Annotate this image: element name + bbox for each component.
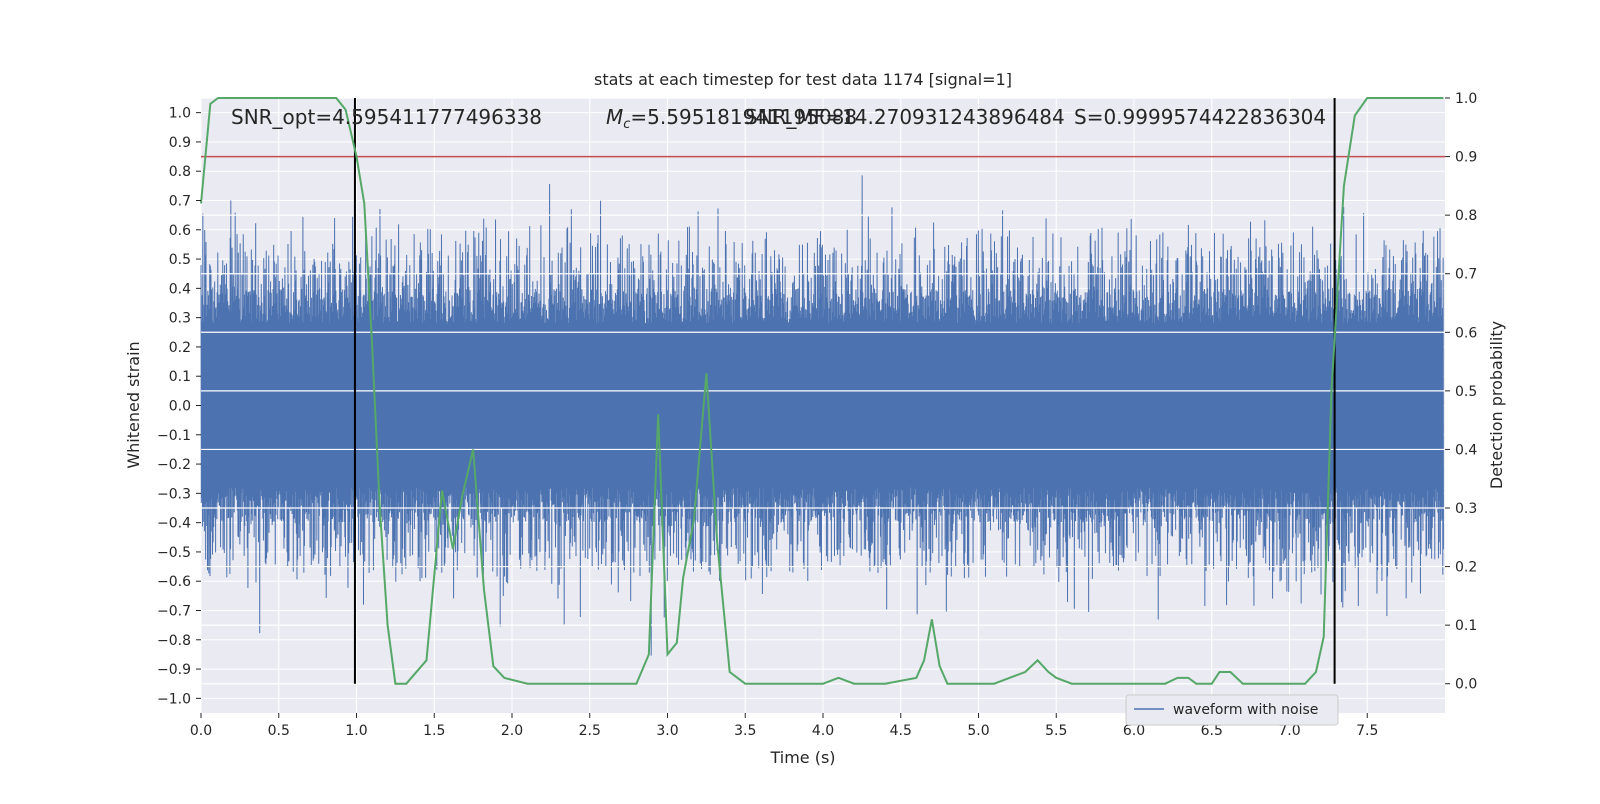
y-tick-label: 0.3 — [169, 311, 191, 327]
annotation-snr-opt: SNR_opt=4.595411777496338 — [231, 105, 542, 129]
y-tick-label: 0.8 — [169, 164, 191, 180]
y-tick-label: −0.4 — [157, 516, 191, 532]
y-tick-label: −1.0 — [157, 691, 191, 707]
y-tick-label: 0.6 — [169, 223, 191, 239]
y2-tick-label: 0.0 — [1455, 677, 1477, 693]
y-tick-label: 0.2 — [169, 340, 191, 356]
x-axis-label: Time (s) — [769, 748, 835, 767]
y2-tick-label: 0.5 — [1455, 384, 1477, 400]
y2-ticks: 1.0 0.9 0.8 0.7 0.6 0.5 0.4 0.3 0.2 0.1 0.0 — [1445, 91, 1477, 693]
y2-tick-label: 1.0 — [1455, 91, 1477, 107]
x-tick-label: 7.5 — [1356, 723, 1378, 739]
y2-tick-label: 0.8 — [1455, 208, 1477, 224]
annotation-snr-mf: SNR_MF=14.270931243896484 — [745, 105, 1065, 129]
y-tick-label: −0.2 — [157, 457, 191, 473]
y2-tick-label: 0.7 — [1455, 267, 1477, 283]
y2-axis-label: Detection probability — [1487, 321, 1506, 489]
x-tick-label: 4.5 — [890, 723, 912, 739]
y-tick-label: 0.1 — [169, 369, 191, 385]
x-tick-label: 1.5 — [423, 723, 445, 739]
x-tick-label: 4.0 — [812, 723, 834, 739]
y-tick-label: 0.0 — [169, 399, 191, 415]
y2-tick-label: 0.4 — [1455, 442, 1477, 458]
y-tick-label: −0.6 — [157, 574, 191, 590]
x-tick-label: 1.0 — [345, 723, 367, 739]
y-tick-label: −0.9 — [157, 662, 191, 678]
x-tick-label: 5.5 — [1045, 723, 1067, 739]
y-tick-label: 0.9 — [169, 135, 191, 151]
y2-tick-label: 0.6 — [1455, 325, 1477, 341]
y-tick-label: 0.5 — [169, 252, 191, 268]
chart-title: stats at each timestep for test data 117… — [594, 70, 1012, 89]
y-axis-label: Whitened strain — [124, 341, 143, 468]
y2-tick-label: 0.2 — [1455, 560, 1477, 576]
y-tick-label: 0.7 — [169, 194, 191, 210]
y-tick-label: 0.4 — [169, 281, 191, 297]
x-tick-label: 2.5 — [579, 723, 601, 739]
legend: waveform with noise — [1126, 695, 1338, 725]
x-tick-label: 0.0 — [190, 723, 212, 739]
y2-tick-label: 0.3 — [1455, 501, 1477, 517]
y-tick-label: −0.5 — [157, 545, 191, 561]
y-tick-label: −0.3 — [157, 486, 191, 502]
x-tick-label: 2.0 — [501, 723, 523, 739]
x-tick-label: 5.0 — [967, 723, 989, 739]
y-tick-label: −0.7 — [157, 604, 191, 620]
annotation-s: S=0.9999574422836304 — [1074, 105, 1326, 129]
x-tick-label: 3.0 — [656, 723, 678, 739]
y-ticks: 1.0 0.9 0.8 0.7 0.6 0.5 0.4 0.3 0.2 0.1 0.0 −0.1 −0.… — [157, 106, 201, 708]
y-tick-label: −0.1 — [157, 428, 191, 444]
x-tick-label: 3.5 — [734, 723, 756, 739]
y2-tick-label: 0.1 — [1455, 618, 1477, 634]
legend-label-waveform: waveform with noise — [1173, 702, 1318, 718]
y-tick-label: −0.8 — [157, 633, 191, 649]
y-tick-label: 1.0 — [169, 106, 191, 122]
y2-tick-label: 0.9 — [1455, 150, 1477, 166]
x-tick-label: 0.5 — [268, 723, 290, 739]
